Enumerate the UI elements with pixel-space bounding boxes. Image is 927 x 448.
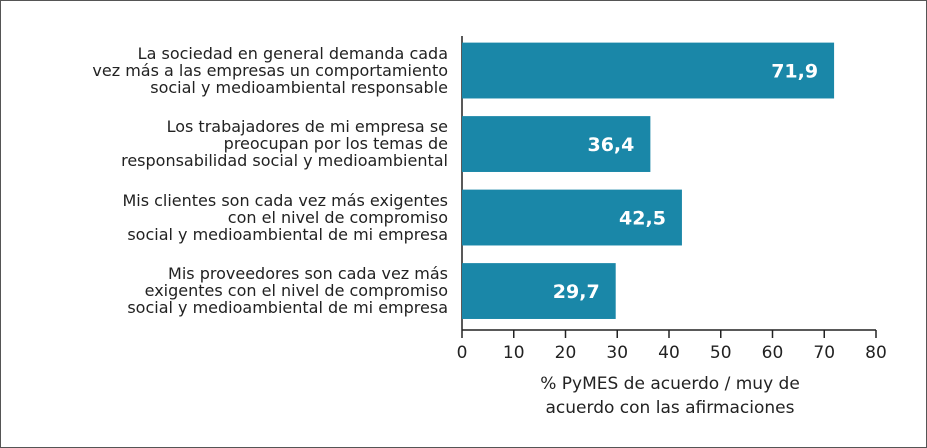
x-tick-label: 20 — [555, 343, 577, 363]
x-tick-label: 30 — [606, 343, 628, 363]
x-axis-title: % PyMES de acuerdo / muy de acuerdo con … — [540, 374, 800, 418]
bar — [462, 42, 835, 99]
category-label: Mis proveedores son cada vez más exigent… — [127, 264, 448, 318]
category-label: Los trabajadores de mi empresa se preocu… — [121, 117, 448, 171]
x-tick-label: 80 — [865, 343, 887, 363]
x-tick-label: 70 — [813, 343, 835, 363]
value-label: 29,7 — [553, 281, 600, 303]
category-label: Mis clientes son cada vez más exigentes … — [122, 190, 448, 244]
x-tick-label: 50 — [710, 343, 732, 363]
value-label: 42,5 — [619, 208, 666, 230]
value-label: 36,4 — [587, 134, 634, 156]
bar — [462, 116, 651, 172]
x-tick-label: 10 — [503, 343, 525, 363]
bar — [462, 263, 616, 319]
x-tick-label: 60 — [762, 343, 784, 363]
x-tick-label: 0 — [457, 343, 468, 363]
value-label: 71,9 — [771, 61, 818, 83]
bar — [462, 189, 682, 246]
category-label: La sociedad en general demanda cada vez … — [92, 43, 448, 97]
x-tick-label: 40 — [658, 343, 680, 363]
